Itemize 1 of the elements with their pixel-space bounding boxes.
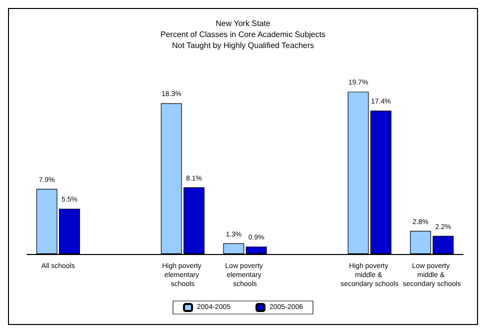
chart-title: New York State Percent of Classes in Core Academic Subjects Not Taught by Highly Qualified Teachers (160, 19, 326, 50)
